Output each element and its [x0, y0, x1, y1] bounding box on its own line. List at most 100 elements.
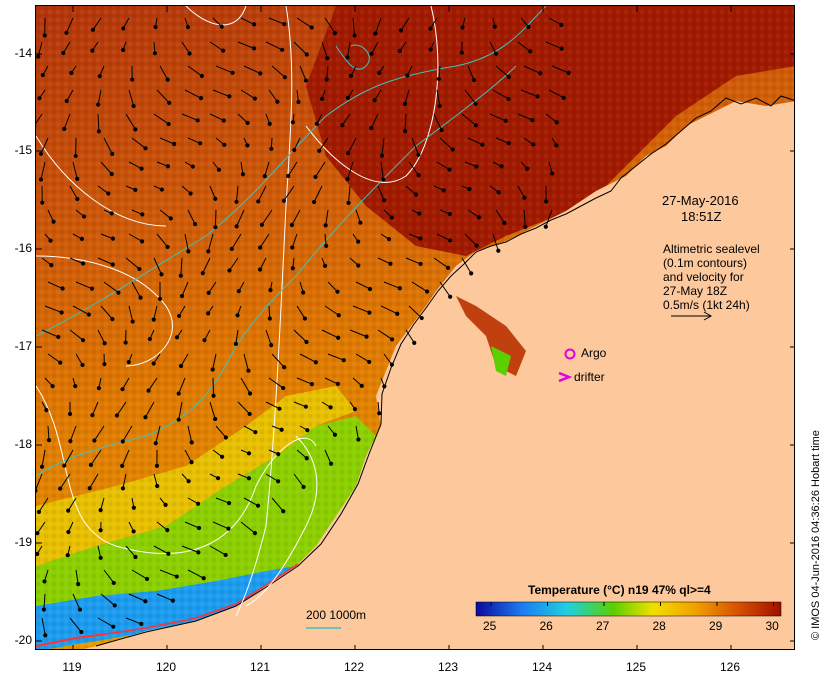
velocity-arrow-head	[304, 52, 309, 57]
velocity-arrow-head	[531, 142, 536, 147]
velocity-arrow-head	[281, 385, 286, 391]
velocity-arrow-head	[90, 27, 96, 32]
velocity-arrow-head	[121, 26, 126, 31]
velocity-arrow-head	[131, 529, 136, 534]
velocity-arrow-head	[166, 121, 171, 127]
velocity-arrow-head	[282, 75, 288, 80]
velocity-arrow-head	[112, 603, 117, 608]
velocity-arrow	[40, 161, 46, 180]
velocity-arrow-head	[332, 30, 338, 36]
velocity-arrow	[156, 233, 168, 248]
velocity-arrow-head	[304, 456, 309, 461]
velocity-arrow	[400, 17, 410, 31]
velocity-arrow-head	[467, 186, 472, 192]
velocity-arrow-head	[64, 98, 69, 104]
velocity-arrow	[125, 545, 136, 558]
velocity-arrow	[520, 89, 538, 97]
velocity-arrows	[36, 17, 571, 638]
velocity-arrow	[240, 377, 251, 394]
velocity-arrow-head	[38, 151, 44, 156]
velocity-arrow-head	[436, 76, 441, 82]
velocity-arrow-head	[493, 51, 499, 56]
velocity-arrow-head	[369, 51, 374, 56]
velocity-arrow-head	[528, 49, 533, 54]
longitude-tick-label: 122	[343, 660, 365, 674]
velocity-arrow	[90, 449, 102, 466]
velocity-arrow	[212, 89, 230, 97]
velocity-arrow-head	[151, 361, 156, 366]
velocity-arrow-head	[186, 249, 191, 254]
velocity-arrow-head	[473, 123, 479, 128]
velocity-arrow-head	[163, 502, 168, 507]
velocity-arrow	[209, 113, 225, 121]
velocity-arrow-head	[151, 317, 156, 322]
velocity-arrow	[43, 593, 46, 610]
velocity-arrow	[408, 305, 423, 319]
velocity-arrow-head	[282, 365, 287, 370]
velocity-arrow-head	[56, 334, 61, 340]
velocity-arrow	[296, 377, 313, 385]
velocity-arrow	[125, 257, 140, 270]
velocity-arrow-head	[269, 146, 274, 151]
velocity-arrow-head	[226, 526, 231, 531]
velocity-arrow	[65, 17, 74, 34]
velocity-arrow	[36, 521, 46, 534]
velocity-arrow-head	[96, 386, 101, 391]
velocity-arrow-head	[39, 464, 45, 469]
velocity-arrow-head	[49, 263, 54, 268]
velocity-arrow	[545, 41, 562, 50]
velocity-arrow	[92, 17, 102, 31]
velocity-arrow	[265, 473, 279, 482]
altimetry-line-5: 0.5m/s (1kt 24h)	[663, 298, 750, 312]
velocity-arrow	[69, 425, 77, 442]
velocity-arrow	[265, 41, 283, 51]
velocity-arrow	[326, 65, 329, 80]
velocity-arrow-head	[450, 147, 455, 152]
velocity-arrow	[489, 41, 497, 54]
velocity-arrow	[464, 89, 477, 105]
velocity-arrow	[405, 329, 415, 344]
velocity-arrow-head	[234, 199, 239, 204]
velocity-arrow	[153, 257, 162, 275]
velocity-arrow	[467, 137, 483, 146]
velocity-arrow-head	[535, 94, 540, 99]
velocity-arrow-head	[159, 187, 165, 192]
velocity-arrow	[66, 89, 74, 102]
velocity-arrow-head	[168, 216, 173, 221]
velocity-arrow	[97, 89, 102, 105]
velocity-arrow-head	[75, 196, 80, 202]
velocity-arrow	[315, 161, 326, 178]
velocity-arrow-head	[58, 360, 63, 365]
velocity-arrow	[324, 305, 340, 316]
velocity-arrow	[433, 257, 449, 269]
velocity-arrow-head	[388, 261, 393, 266]
velocity-arrow-head	[247, 391, 253, 396]
velocity-arrow-head	[437, 103, 442, 109]
velocity-arrow-head	[189, 460, 194, 465]
velocity-arrow	[347, 161, 354, 180]
velocity-arrow-head	[153, 24, 158, 30]
velocity-arrow-head	[64, 30, 69, 35]
velocity-arrow-head	[418, 236, 423, 241]
velocity-arrow-head	[174, 335, 180, 340]
velocity-arrow	[75, 281, 93, 290]
velocity-arrow-head	[67, 411, 73, 417]
velocity-arrow	[159, 65, 169, 80]
velocity-arrow	[75, 353, 83, 366]
velocity-arrow-head	[120, 486, 126, 491]
velocity-arrow-head	[110, 236, 116, 241]
velocity-arrow-head	[276, 479, 281, 484]
isobaths	[36, 6, 547, 477]
velocity-arrow-head	[386, 237, 392, 242]
velocity-arrow-head	[303, 78, 309, 83]
velocity-arrow-head	[428, 47, 433, 52]
velocity-arrow-head	[43, 633, 48, 638]
velocity-arrow	[291, 233, 298, 248]
velocity-arrow-head	[170, 598, 175, 603]
velocity-arrow-head	[38, 177, 44, 182]
velocity-arrow	[89, 473, 99, 489]
velocity-arrow	[240, 89, 256, 99]
velocity-arrow-head	[447, 238, 453, 243]
velocity-arrow-head	[146, 388, 151, 393]
velocity-arrow-head	[460, 25, 465, 30]
